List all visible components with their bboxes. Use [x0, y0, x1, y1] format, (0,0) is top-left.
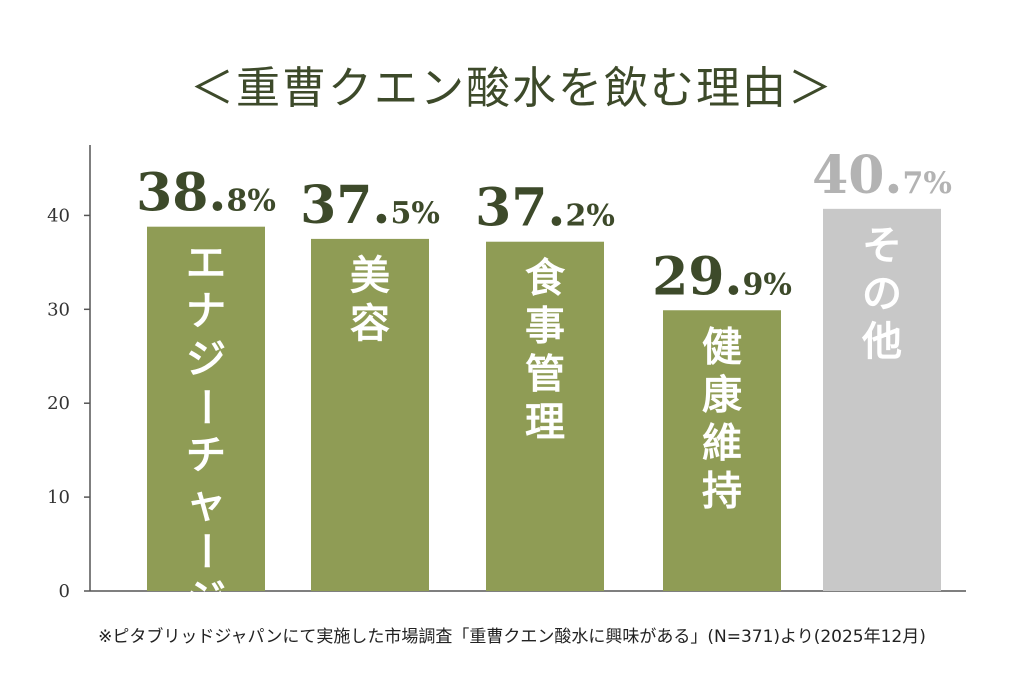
- y-tick-label: 20: [47, 393, 70, 414]
- value-label-main: 29.: [652, 246, 742, 307]
- category-label-char: チ: [186, 433, 226, 479]
- value-label: 37.5%: [300, 175, 440, 236]
- bar: [311, 238, 429, 592]
- value-label-main: 38.: [136, 163, 226, 224]
- value-label: 40.7%: [812, 145, 952, 206]
- value-label-decimal: 8%: [227, 184, 276, 219]
- value-label-decimal: 7%: [903, 166, 952, 201]
- category-label-char: 健: [702, 324, 742, 370]
- category-label-char: ー: [182, 531, 228, 571]
- bar: [823, 208, 941, 591]
- category-label-char: 維: [702, 420, 742, 466]
- category-label-char: ジ: [186, 577, 226, 623]
- category-label-char: 美: [350, 253, 390, 299]
- bar: [663, 310, 781, 591]
- value-label-decimal: 9%: [743, 267, 792, 302]
- category-label-char: 管: [525, 352, 565, 398]
- category-label-char: 事: [525, 304, 565, 350]
- y-tick-label: 10: [47, 487, 70, 508]
- category-label-char: 康: [702, 372, 742, 418]
- value-label-decimal: 5%: [391, 196, 440, 231]
- footnote: ※ピタブリッドジャパンにて実施した市場調査「重曹クエン酸水に興味がある」(N=3…: [98, 627, 926, 647]
- value-label-main: 37.: [475, 178, 565, 239]
- chart-title: ＜重曹クエン酸水を飲む理由＞: [190, 63, 834, 114]
- category-label-char: ナ: [186, 289, 226, 335]
- category-label: その他: [861, 223, 902, 365]
- category-label-char: 容: [350, 301, 390, 347]
- category-label-char: ャ: [186, 481, 226, 527]
- category-label-char: 食: [525, 256, 566, 302]
- category-label-char: そ: [862, 223, 902, 269]
- value-label-main: 40.: [812, 145, 902, 206]
- y-tick-label: 40: [47, 205, 70, 226]
- category-label-char: 理: [525, 400, 565, 446]
- y-tick-label: 0: [59, 581, 70, 602]
- value-label: 29.9%: [652, 246, 792, 307]
- category-label-char: ー: [182, 387, 228, 427]
- category-label-char: エ: [186, 241, 226, 287]
- value-label-main: 37.: [300, 175, 390, 236]
- value-label-decimal: 2%: [566, 199, 615, 234]
- category-label-char: の: [862, 271, 902, 317]
- bar: [147, 226, 265, 591]
- y-tick-label: 30: [47, 299, 70, 320]
- category-label-char: 持: [702, 468, 742, 514]
- value-label: 37.2%: [475, 178, 615, 239]
- category-label-char: ジ: [186, 337, 226, 383]
- value-label: 38.8%: [136, 163, 276, 224]
- category-label-char: 他: [861, 319, 902, 365]
- category-label: 美容: [350, 253, 390, 347]
- bar: [486, 241, 604, 591]
